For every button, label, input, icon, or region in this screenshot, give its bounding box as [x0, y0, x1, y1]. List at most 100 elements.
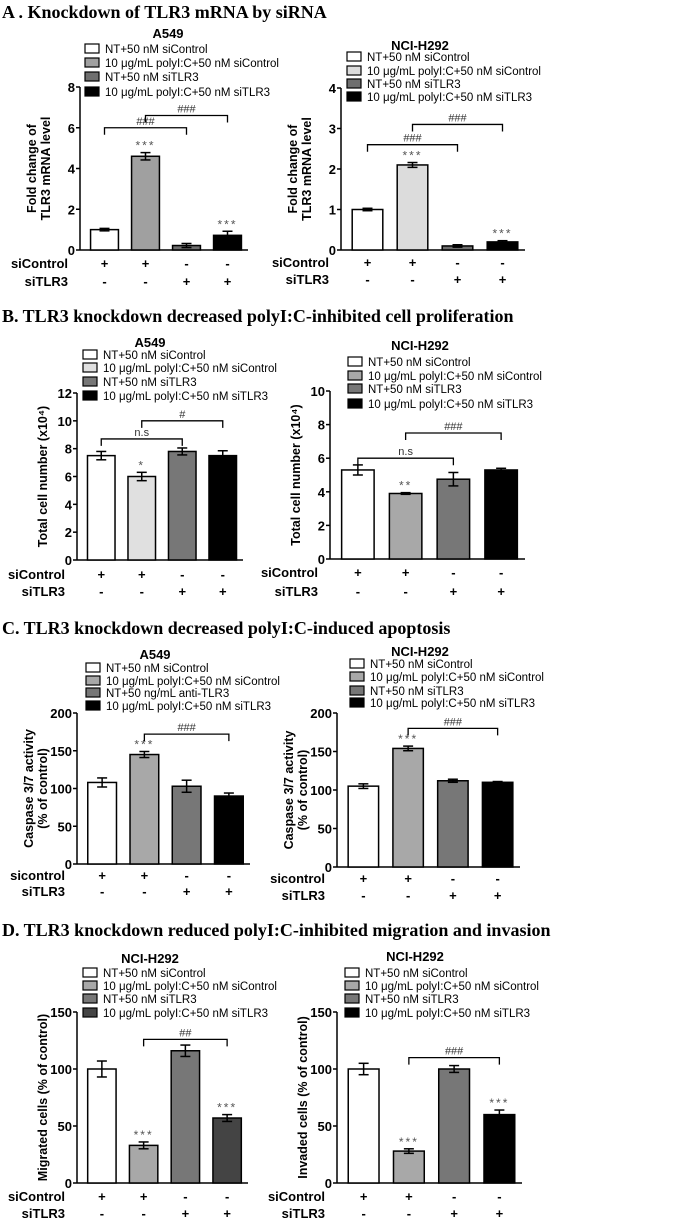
treatment-sign: -	[410, 272, 414, 287]
legend-label: NT+50 nM siTLR3	[368, 384, 462, 396]
y-tick-label: 150	[50, 744, 72, 759]
treatment-row-label: siTLR3	[282, 1206, 325, 1221]
panel-b-title: B. TLR3 knockdown decreased polyI:C-inhi…	[2, 306, 514, 326]
legend-label: NT+50 nM siControl	[103, 968, 206, 980]
treatment-sign: +	[494, 888, 502, 903]
panel-c-title: C. TLR3 knockdown decreased polyI:C-indu…	[2, 618, 451, 638]
y-axis-label: Caspase 3/7 activity	[22, 729, 36, 848]
y-tick-label: 4	[65, 497, 73, 512]
legend-label: 10 μg/mL polyI:C+50 nM siControl	[103, 363, 277, 375]
treatment-sign: -	[356, 584, 360, 599]
y-tick-label: 200	[50, 706, 72, 721]
legend-label: 10 μg/mL polyI:C+50 nM siTLR3	[367, 92, 532, 104]
bracket-label: #	[179, 409, 186, 421]
legend-swatch	[84, 43, 100, 54]
y-tick-label: 0	[318, 552, 325, 567]
legend-label: NT+50 nM siControl	[103, 350, 206, 362]
treatment-sign: +	[98, 868, 106, 883]
significance-bracket	[141, 420, 224, 428]
bar	[86, 454, 116, 561]
y-tick-label: 0	[65, 857, 72, 872]
legend-label: 10 μg/mL polyI:C+50 nM siTLR3	[368, 399, 533, 411]
bar	[437, 1068, 471, 1184]
y-tick-label: 50	[318, 1119, 332, 1134]
legend-swatch	[346, 78, 362, 89]
legend-swatch	[346, 51, 362, 62]
legend-swatch	[82, 349, 98, 360]
y-tick-label: 4	[68, 162, 76, 177]
y-axis-label: Total cell number (x10⁴)	[289, 404, 303, 545]
significance-bracket	[144, 114, 229, 123]
treatment-sign: +	[141, 868, 149, 883]
y-tick-label: 4	[329, 81, 337, 96]
significance-stars: ***	[489, 1096, 509, 1110]
treatment-sign: +	[224, 274, 232, 289]
treatment-sign: -	[500, 255, 504, 270]
legend-label: 10 μg/mL polyI:C+50 nM siControl	[106, 676, 280, 688]
legend-swatch	[344, 993, 360, 1004]
y-axis-label: TLR3 mRNA level	[300, 117, 314, 221]
legend-label: NT+50 nM siControl	[365, 968, 468, 980]
y-tick-label: 6	[68, 121, 75, 136]
treatment-row-label: siTLR3	[22, 584, 65, 599]
treatment-sign: +	[499, 272, 507, 287]
y-tick-label: 100	[310, 1062, 332, 1077]
legend-label: NT+50 nM siTLR3	[103, 994, 197, 1006]
treatment-row-label: siControl	[8, 567, 65, 582]
legend-label: NT+50 nM siControl	[367, 52, 470, 64]
treatment-row-label: siControl	[272, 255, 329, 270]
treatment-sign: +	[140, 1189, 148, 1204]
y-tick-label: 50	[58, 1119, 72, 1134]
y-tick-label: 50	[318, 822, 332, 837]
bar	[171, 785, 202, 865]
significance-stars: ***	[217, 217, 237, 231]
y-axis-label: Total cell number (x10⁴)	[36, 406, 50, 547]
bar	[213, 795, 244, 865]
legend-swatch	[347, 356, 363, 367]
legend-swatch	[347, 398, 363, 409]
treatment-sign: -	[365, 272, 369, 287]
bar	[436, 780, 469, 868]
treatment-sign: +	[496, 1206, 504, 1221]
treatment-sign: -	[361, 1206, 365, 1221]
chart-title: NCI-H292	[391, 38, 449, 53]
legend-swatch	[85, 662, 101, 673]
y-tick-label: 6	[65, 470, 72, 485]
treatment-sign: +	[364, 255, 372, 270]
significance-bracket	[404, 432, 502, 440]
legend-label: NT+50 nM siTLR3	[365, 994, 459, 1006]
bracket-label: ###	[445, 1046, 464, 1058]
treatment-sign: -	[180, 567, 184, 582]
treatment-sign: +	[454, 272, 462, 287]
legend-swatch	[344, 1007, 360, 1018]
chart-title: A549	[139, 647, 170, 662]
y-tick-label: 6	[318, 451, 325, 466]
treatment-sign: +	[409, 255, 417, 270]
significance-stars: ***	[134, 1128, 154, 1142]
legend-swatch	[82, 980, 98, 991]
treatment-sign: +	[360, 1189, 368, 1204]
legend-label: 10 μg/mL polyI:C+50 nM siTLR3	[103, 1008, 268, 1020]
treatment-sign: +	[450, 1206, 458, 1221]
legend-swatch	[82, 390, 98, 401]
bar	[130, 155, 161, 251]
treatment-sign: +	[183, 884, 191, 899]
y-tick-label: 10	[311, 384, 325, 399]
y-axis-label: Caspase 3/7 activity	[282, 731, 296, 850]
legend-swatch	[85, 700, 101, 711]
y-tick-label: 0	[65, 1176, 72, 1191]
treatment-sign: -	[455, 255, 459, 270]
bar	[128, 1144, 159, 1184]
y-tick-label: 8	[65, 442, 72, 457]
treatment-sign: -	[225, 1189, 229, 1204]
y-tick-label: 200	[310, 706, 332, 721]
chart-title: A549	[134, 335, 165, 350]
y-axis-label: Fold change of	[286, 124, 300, 214]
legend-swatch	[82, 362, 98, 373]
significance-stars: ***	[399, 1135, 419, 1149]
legend-swatch	[84, 71, 100, 82]
legend-label: 10 μg/mL polyI:C+50 nM siTLR3	[106, 701, 271, 713]
bar	[89, 228, 120, 251]
